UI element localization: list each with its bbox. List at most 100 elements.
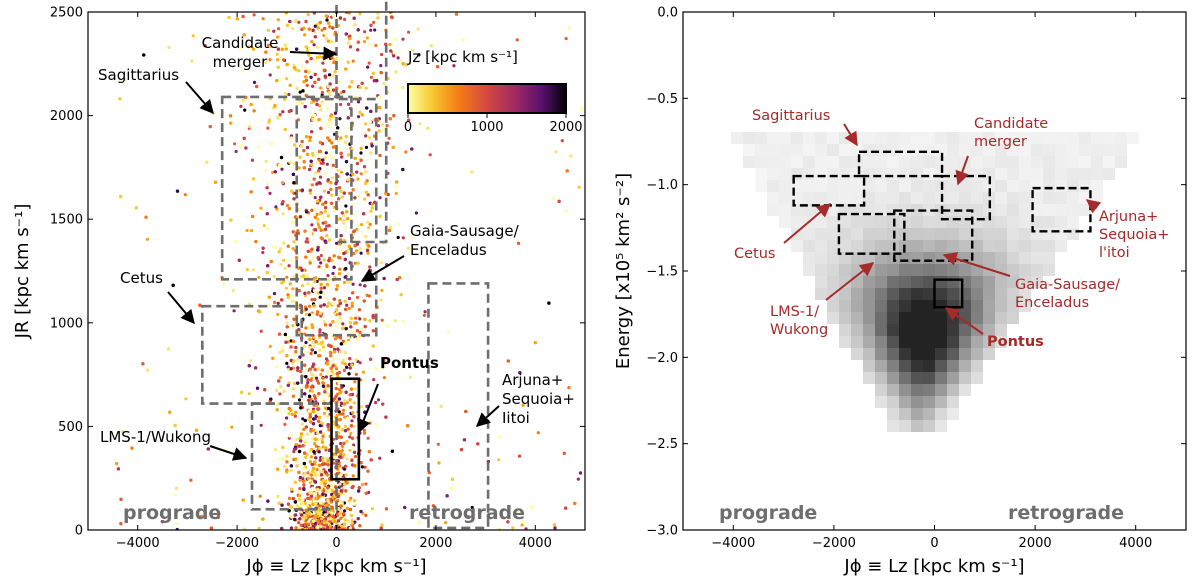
scatter-point (390, 449, 394, 453)
scatter-point (339, 170, 344, 174)
scatter-point (306, 249, 310, 253)
scatter-point (401, 37, 405, 41)
scatter-point (292, 197, 296, 201)
scatter-point (294, 256, 299, 260)
scatter-point (322, 411, 326, 415)
scatter-point (247, 364, 251, 368)
scatter-point (355, 170, 359, 174)
scatter-point (331, 163, 335, 167)
scatter-point (325, 18, 329, 22)
scatter-point (300, 101, 304, 105)
scatter-point (337, 384, 341, 388)
scatter-point (369, 109, 373, 113)
scatter-point (368, 265, 372, 269)
scatter-point (288, 160, 292, 164)
scatter-point (174, 486, 178, 490)
scatter-point (289, 294, 293, 298)
scatter-point (307, 53, 311, 57)
scatter-point (378, 214, 382, 219)
scatter-point (511, 526, 515, 530)
scatter-point (362, 299, 366, 303)
scatter-point (529, 505, 533, 510)
scatter-point (119, 497, 123, 501)
scatter-point (322, 320, 326, 324)
scatter-point (308, 304, 312, 308)
scatter-point (319, 286, 323, 290)
scatter-point (377, 95, 381, 99)
scatter-point (267, 118, 271, 122)
scatter-point (324, 36, 328, 41)
scatter-point (275, 79, 279, 83)
scatter-point (326, 274, 330, 278)
scatter-point (303, 229, 307, 233)
scatter-point (576, 477, 580, 481)
scatter-point (314, 228, 318, 232)
scatter-point (289, 345, 293, 349)
scatter-point (343, 429, 348, 433)
scatter-point (428, 153, 432, 157)
scatter-point (257, 275, 261, 279)
scatter-point (338, 312, 342, 316)
scatter-point (338, 417, 342, 422)
scatter-point (295, 437, 299, 441)
scatter-point (297, 289, 301, 293)
scatter-point (245, 268, 249, 272)
scatter-point (393, 37, 397, 41)
scatter-point (327, 224, 331, 228)
scatter-point (302, 80, 306, 84)
scatter-point (346, 178, 350, 182)
scatter-point (309, 494, 314, 498)
scatter-point (358, 524, 362, 528)
scatter-point (310, 469, 315, 474)
scatter-point (343, 350, 347, 355)
scatter-point (308, 135, 312, 139)
scatter-point (289, 455, 293, 459)
scatter-point (325, 264, 329, 268)
scatter-point (378, 153, 382, 158)
scatter-point (337, 381, 341, 385)
scatter-point (308, 490, 312, 495)
scatter-point (312, 177, 316, 181)
scatter-point (316, 245, 320, 250)
scatter-point (350, 363, 354, 367)
scatter-point (319, 236, 323, 240)
scatter-point (343, 275, 347, 279)
scatter-point (343, 518, 347, 522)
scatter-point (459, 448, 464, 452)
scatter-point (299, 501, 303, 506)
scatter-point (289, 358, 293, 363)
scatter-point (326, 370, 330, 374)
scatter-point (264, 50, 268, 54)
scatter-point (348, 398, 352, 402)
scatter-point (292, 317, 296, 321)
scatter-point (333, 347, 337, 352)
scatter-point (326, 414, 330, 418)
scatter-point (314, 492, 318, 496)
scatter-point (346, 60, 350, 64)
scatter-point (313, 351, 317, 355)
scatter-point (320, 437, 324, 441)
scatter-point (297, 470, 301, 474)
scatter-point (350, 521, 354, 525)
scatter-point (327, 138, 332, 143)
scatter-point (281, 445, 285, 449)
scatter-point (302, 487, 306, 491)
scatter-point (315, 182, 319, 186)
scatter-point (341, 322, 345, 326)
scatter-point (407, 30, 411, 34)
scatter-point (322, 348, 326, 352)
scatter-point (318, 348, 322, 352)
scatter-point (339, 435, 343, 439)
scatter-point (324, 357, 329, 361)
scatter-point (247, 392, 251, 396)
scatter-point (321, 158, 325, 162)
scatter-point (262, 224, 266, 228)
scatter-point (256, 309, 260, 313)
scatter-point (313, 473, 318, 477)
scatter-point (285, 204, 290, 208)
scatter-point (348, 448, 352, 452)
scatter-point (330, 56, 334, 60)
scatter-point (282, 389, 286, 393)
scatter-point (311, 522, 315, 526)
scatter-point (446, 330, 450, 334)
